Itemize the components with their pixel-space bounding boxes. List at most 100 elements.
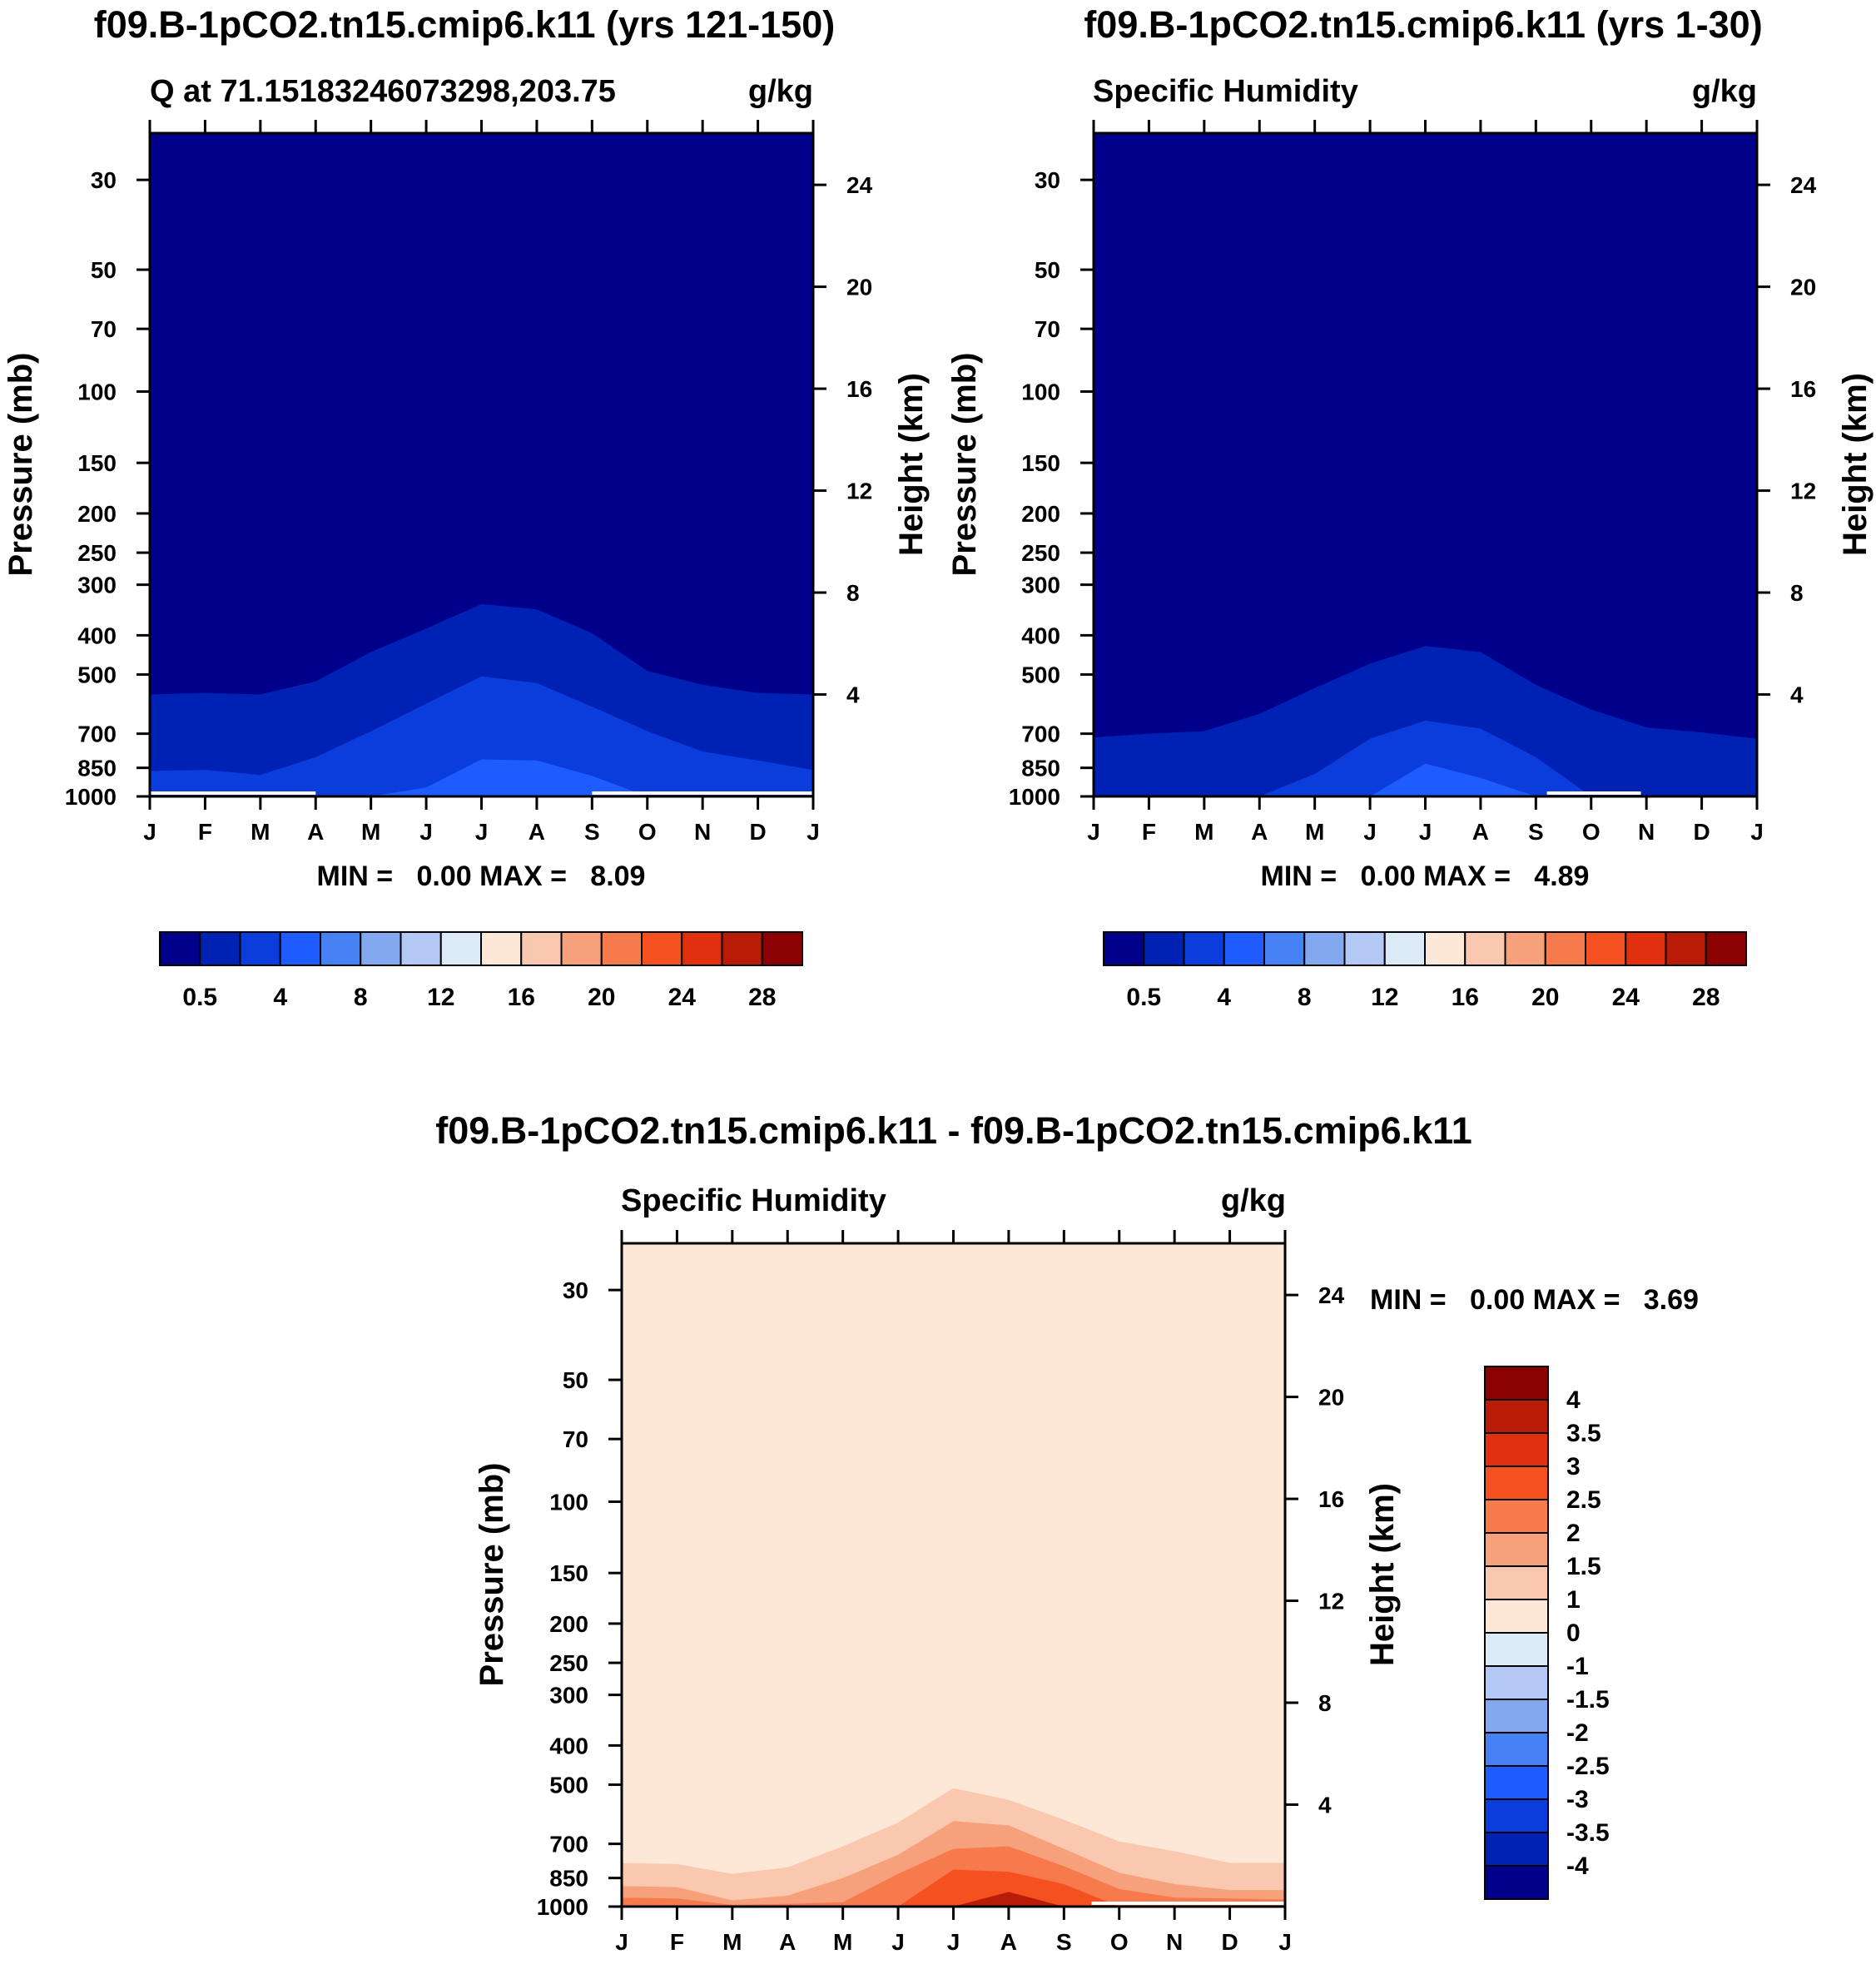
colorbar-box [1383, 931, 1426, 966]
x-tick-label: A [779, 1929, 796, 1955]
contour-fills [150, 133, 813, 796]
y-tick-label: 200 [549, 1611, 588, 1637]
y-tick-label: 700 [549, 1832, 588, 1857]
x-tick-label: M [833, 1929, 852, 1955]
colorbar-label: 2 [1566, 1520, 1581, 1547]
y2-tick-label: 24 [1318, 1282, 1345, 1308]
y-tick-label: 300 [77, 573, 117, 598]
x-tick-label: N [694, 819, 711, 845]
colorbar-box [1484, 1665, 1549, 1700]
x-tick-label: N [1638, 819, 1655, 845]
colorbar-box [1263, 931, 1306, 966]
y-tick-label: 200 [1021, 501, 1060, 527]
colorbar-box [1484, 1532, 1549, 1567]
colorbar-label: -3.5 [1566, 1819, 1610, 1847]
colorbar-box [1464, 931, 1506, 966]
y2-tick-label: 20 [1318, 1385, 1344, 1411]
y-tick-label: 500 [77, 662, 117, 688]
y-tick-label: 70 [563, 1426, 588, 1452]
x-tick-label: N [1166, 1929, 1183, 1955]
colorbar-label: -1.5 [1566, 1686, 1610, 1714]
colorbar-label: 16 [508, 984, 535, 1011]
x-tick-label: S [1056, 1929, 1072, 1955]
colorbar-box [1343, 931, 1386, 966]
y-tick-label: 50 [1035, 257, 1060, 283]
colorbar-box [1484, 1599, 1549, 1634]
x-tick-label: J [1750, 819, 1764, 845]
y2-tick-label: 8 [846, 580, 860, 606]
units-label: g/kg [1221, 1183, 1286, 1218]
colorbar-label: 20 [588, 984, 615, 1011]
colorbar-box [1544, 931, 1586, 966]
x-tick-label: A [1251, 819, 1268, 845]
x-tick-label: M [361, 819, 380, 845]
x-tick-label: J [419, 819, 433, 845]
colorbar-box [360, 931, 402, 966]
y-tick-label: 300 [549, 1683, 588, 1709]
x-tick-label: S [1528, 819, 1544, 845]
contour-band-2 [150, 676, 813, 796]
x-tick-label: M [251, 819, 270, 845]
colorbar-box [1484, 1366, 1549, 1401]
colorbar-box [1484, 1832, 1549, 1867]
y2-tick-label: 8 [1790, 580, 1804, 606]
colorbar-box [1705, 931, 1747, 966]
y-tick-label: 700 [77, 722, 117, 747]
colorbar-box [1484, 1432, 1549, 1467]
y-tick-label: 850 [549, 1866, 588, 1892]
units-label: g/kg [1692, 74, 1757, 109]
colorbar-label: -2 [1566, 1719, 1589, 1747]
y-tick-label: 850 [1021, 756, 1060, 781]
colorbar-box [480, 931, 523, 966]
colorbar-box [1183, 931, 1225, 966]
colorbar-label: 12 [427, 984, 454, 1011]
y-tick-label: 500 [1021, 662, 1060, 688]
colorbar-label: -1 [1566, 1653, 1589, 1680]
y-tick-label: 30 [563, 1277, 588, 1303]
colorbar-box [1484, 1499, 1549, 1534]
colorbar-box [199, 931, 241, 966]
colorbar-label: 28 [748, 984, 776, 1011]
panel-title: f09.B-1pCO2.tn15.cmip6.k11 - f09.B-1pCO2… [435, 1109, 1472, 1152]
x-tick-label: M [1305, 819, 1324, 845]
colorbar-label: 2.5 [1566, 1486, 1601, 1514]
x-tick-label: A [1472, 819, 1489, 845]
y-tick-label: 70 [91, 316, 117, 342]
y-tick-label: 250 [77, 540, 117, 566]
colorbar-label: 16 [1452, 984, 1479, 1011]
colorbar-box [761, 931, 803, 966]
x-tick-label: O [638, 819, 657, 845]
y-tick-label: 300 [1021, 573, 1060, 598]
x-tick-label: S [584, 819, 600, 845]
contour-band-2p5 [622, 1869, 1285, 1907]
colorbar-box [1484, 1798, 1549, 1833]
y-tick-label: 250 [549, 1650, 588, 1676]
colorbar-box [239, 931, 281, 966]
colorbar-box [1484, 1466, 1549, 1500]
x-tick-label: D [749, 819, 766, 845]
x-tick-label: O [1582, 819, 1601, 845]
y-tick-label: 400 [1021, 622, 1060, 648]
colorbar-label: 12 [1371, 984, 1398, 1011]
colorbar-box [520, 931, 563, 966]
colorbar-box [1625, 931, 1667, 966]
y-tick-label: 850 [77, 756, 117, 781]
axis-ticks: J F M A M J J A S O N D J 30 50 70 100 150 200 250 300 400 500… [1009, 120, 1817, 845]
colorbar-box [641, 931, 683, 966]
x-tick-label: A [529, 819, 545, 845]
colorbar-label: -2.5 [1566, 1753, 1610, 1780]
colorbar-box [560, 931, 603, 966]
y-tick-label: 100 [549, 1490, 588, 1515]
colorbar-label: 4 [1217, 984, 1231, 1011]
y2-tick-label: 12 [846, 479, 872, 504]
x-tick-label: A [1000, 1929, 1017, 1955]
colorbar-box [1424, 931, 1467, 966]
y-tick-label: 150 [549, 1560, 588, 1586]
panel-title: f09.B-1pCO2.tn15.cmip6.k11 (yrs 1-30) [1084, 3, 1762, 46]
y-tick-label: 1000 [1009, 784, 1060, 810]
surface-strip [150, 791, 316, 795]
x-tick-label: J [615, 1929, 628, 1955]
colorbar-box [400, 931, 442, 966]
x-tick-label: J [891, 1929, 905, 1955]
